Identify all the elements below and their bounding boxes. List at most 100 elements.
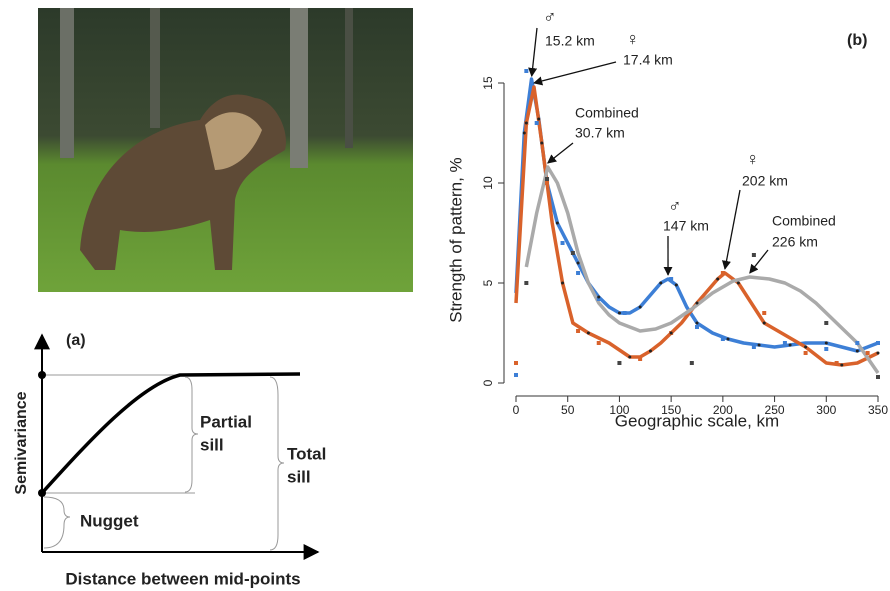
total-brace xyxy=(269,376,285,551)
line-dot xyxy=(597,295,601,299)
data-point xyxy=(570,251,575,255)
data-point xyxy=(695,325,699,329)
line-dot xyxy=(736,281,740,285)
line-dot xyxy=(659,281,663,285)
line-dot xyxy=(726,337,730,341)
line-dot xyxy=(522,131,526,135)
annotation-label: 15.2 km xyxy=(545,33,595,49)
annotation-heading: Combined xyxy=(575,105,639,121)
data-point xyxy=(596,297,601,301)
data-point xyxy=(720,271,725,275)
nugget-point xyxy=(38,489,46,497)
data-point xyxy=(824,347,829,351)
data-point xyxy=(782,341,787,345)
annotation-label: 17.4 km xyxy=(623,52,673,68)
line-dot xyxy=(716,277,720,281)
data-point xyxy=(545,177,550,181)
annotation-heading: ♀ xyxy=(746,149,760,169)
x-axis-label: Geographic scale, km xyxy=(615,411,779,430)
annotation-label: 30.7 km xyxy=(575,125,625,141)
line-dot xyxy=(669,331,673,335)
data-point xyxy=(617,361,622,365)
line-dot xyxy=(876,351,880,355)
data-point xyxy=(824,321,829,325)
data-point xyxy=(524,281,529,285)
x-tick-label: 350 xyxy=(868,403,888,417)
data-point xyxy=(803,351,808,355)
data-point xyxy=(576,271,581,275)
total-sill-label: Total xyxy=(287,444,326,463)
data-point xyxy=(689,361,694,365)
y-axis-label: Semivariance xyxy=(13,391,30,494)
x-tick-label: 50 xyxy=(561,403,575,417)
sill-point xyxy=(38,371,46,379)
line-dot xyxy=(674,283,678,287)
data-point xyxy=(576,329,581,333)
line-dot xyxy=(537,117,541,121)
annotation-heading: ♀ xyxy=(626,29,640,49)
data-point xyxy=(596,341,601,345)
annotation-label: 202 km xyxy=(742,173,788,189)
x-axis-label: Distance between mid-points xyxy=(65,569,300,588)
nugget-brace xyxy=(43,496,71,549)
annotation-label: 147 km xyxy=(663,218,709,234)
line-dot xyxy=(824,341,828,345)
partial-sill-label: Partial xyxy=(200,412,252,431)
annotation-heading: ♂ xyxy=(543,7,557,27)
panel-b: (b) Geographic scale, km Strength of pat… xyxy=(446,7,888,431)
partial-sill-label: sill xyxy=(200,435,224,454)
photo xyxy=(38,8,413,292)
data-point xyxy=(524,69,529,73)
line-dot xyxy=(540,141,544,145)
y-tick-label: 15 xyxy=(481,76,495,90)
panel-a: (a) Semivariance Distance between mid-po… xyxy=(13,332,326,588)
data-point xyxy=(545,181,550,185)
data-point xyxy=(865,351,870,355)
series-line xyxy=(514,85,879,367)
series-line xyxy=(524,165,880,374)
annotation-label: 226 km xyxy=(772,234,818,250)
x-tick-label: 100 xyxy=(609,403,629,417)
line-dot xyxy=(628,355,632,359)
line-dot xyxy=(788,343,792,347)
line-dot xyxy=(561,281,565,285)
x-tick-label: 0 xyxy=(513,403,520,417)
data-point xyxy=(514,361,518,365)
line-dot xyxy=(555,221,559,225)
line-dot xyxy=(762,321,766,325)
annotation-arrow xyxy=(533,61,617,86)
line-dot xyxy=(576,261,580,265)
data-point xyxy=(834,361,839,365)
line-dot xyxy=(638,305,642,309)
line-dot xyxy=(757,343,761,347)
x-tick-label: 300 xyxy=(816,403,836,417)
data-point xyxy=(751,345,756,349)
data-point xyxy=(720,337,725,341)
y-tick-label: 10 xyxy=(481,176,495,190)
line-dot xyxy=(695,321,699,325)
x-tick-label: 200 xyxy=(713,403,733,417)
annotation-arrow xyxy=(528,27,538,78)
annotation-heading: Combined xyxy=(772,213,836,229)
data-point xyxy=(876,341,880,345)
line-dot xyxy=(840,363,844,367)
y-axis-label: Strength of pattern, % xyxy=(446,157,465,322)
annotation-arrow xyxy=(547,142,574,164)
annotation-heading: ♂ xyxy=(668,196,682,216)
x-tick-label: 250 xyxy=(765,403,785,417)
annotation-arrow xyxy=(749,249,769,274)
semivariogram-curve xyxy=(40,372,301,495)
line-dot xyxy=(695,301,699,305)
line-dot xyxy=(617,311,621,315)
total-sill-label: sill xyxy=(287,467,311,486)
data-point xyxy=(638,357,643,361)
data-point xyxy=(751,253,756,257)
partial-brace xyxy=(184,376,199,493)
line-dot xyxy=(524,121,528,125)
panel-label: (b) xyxy=(847,32,867,49)
y-tick-label: 0 xyxy=(481,379,495,386)
annotation-arrow xyxy=(721,189,741,270)
data-point xyxy=(560,241,565,245)
data-point xyxy=(855,341,860,345)
